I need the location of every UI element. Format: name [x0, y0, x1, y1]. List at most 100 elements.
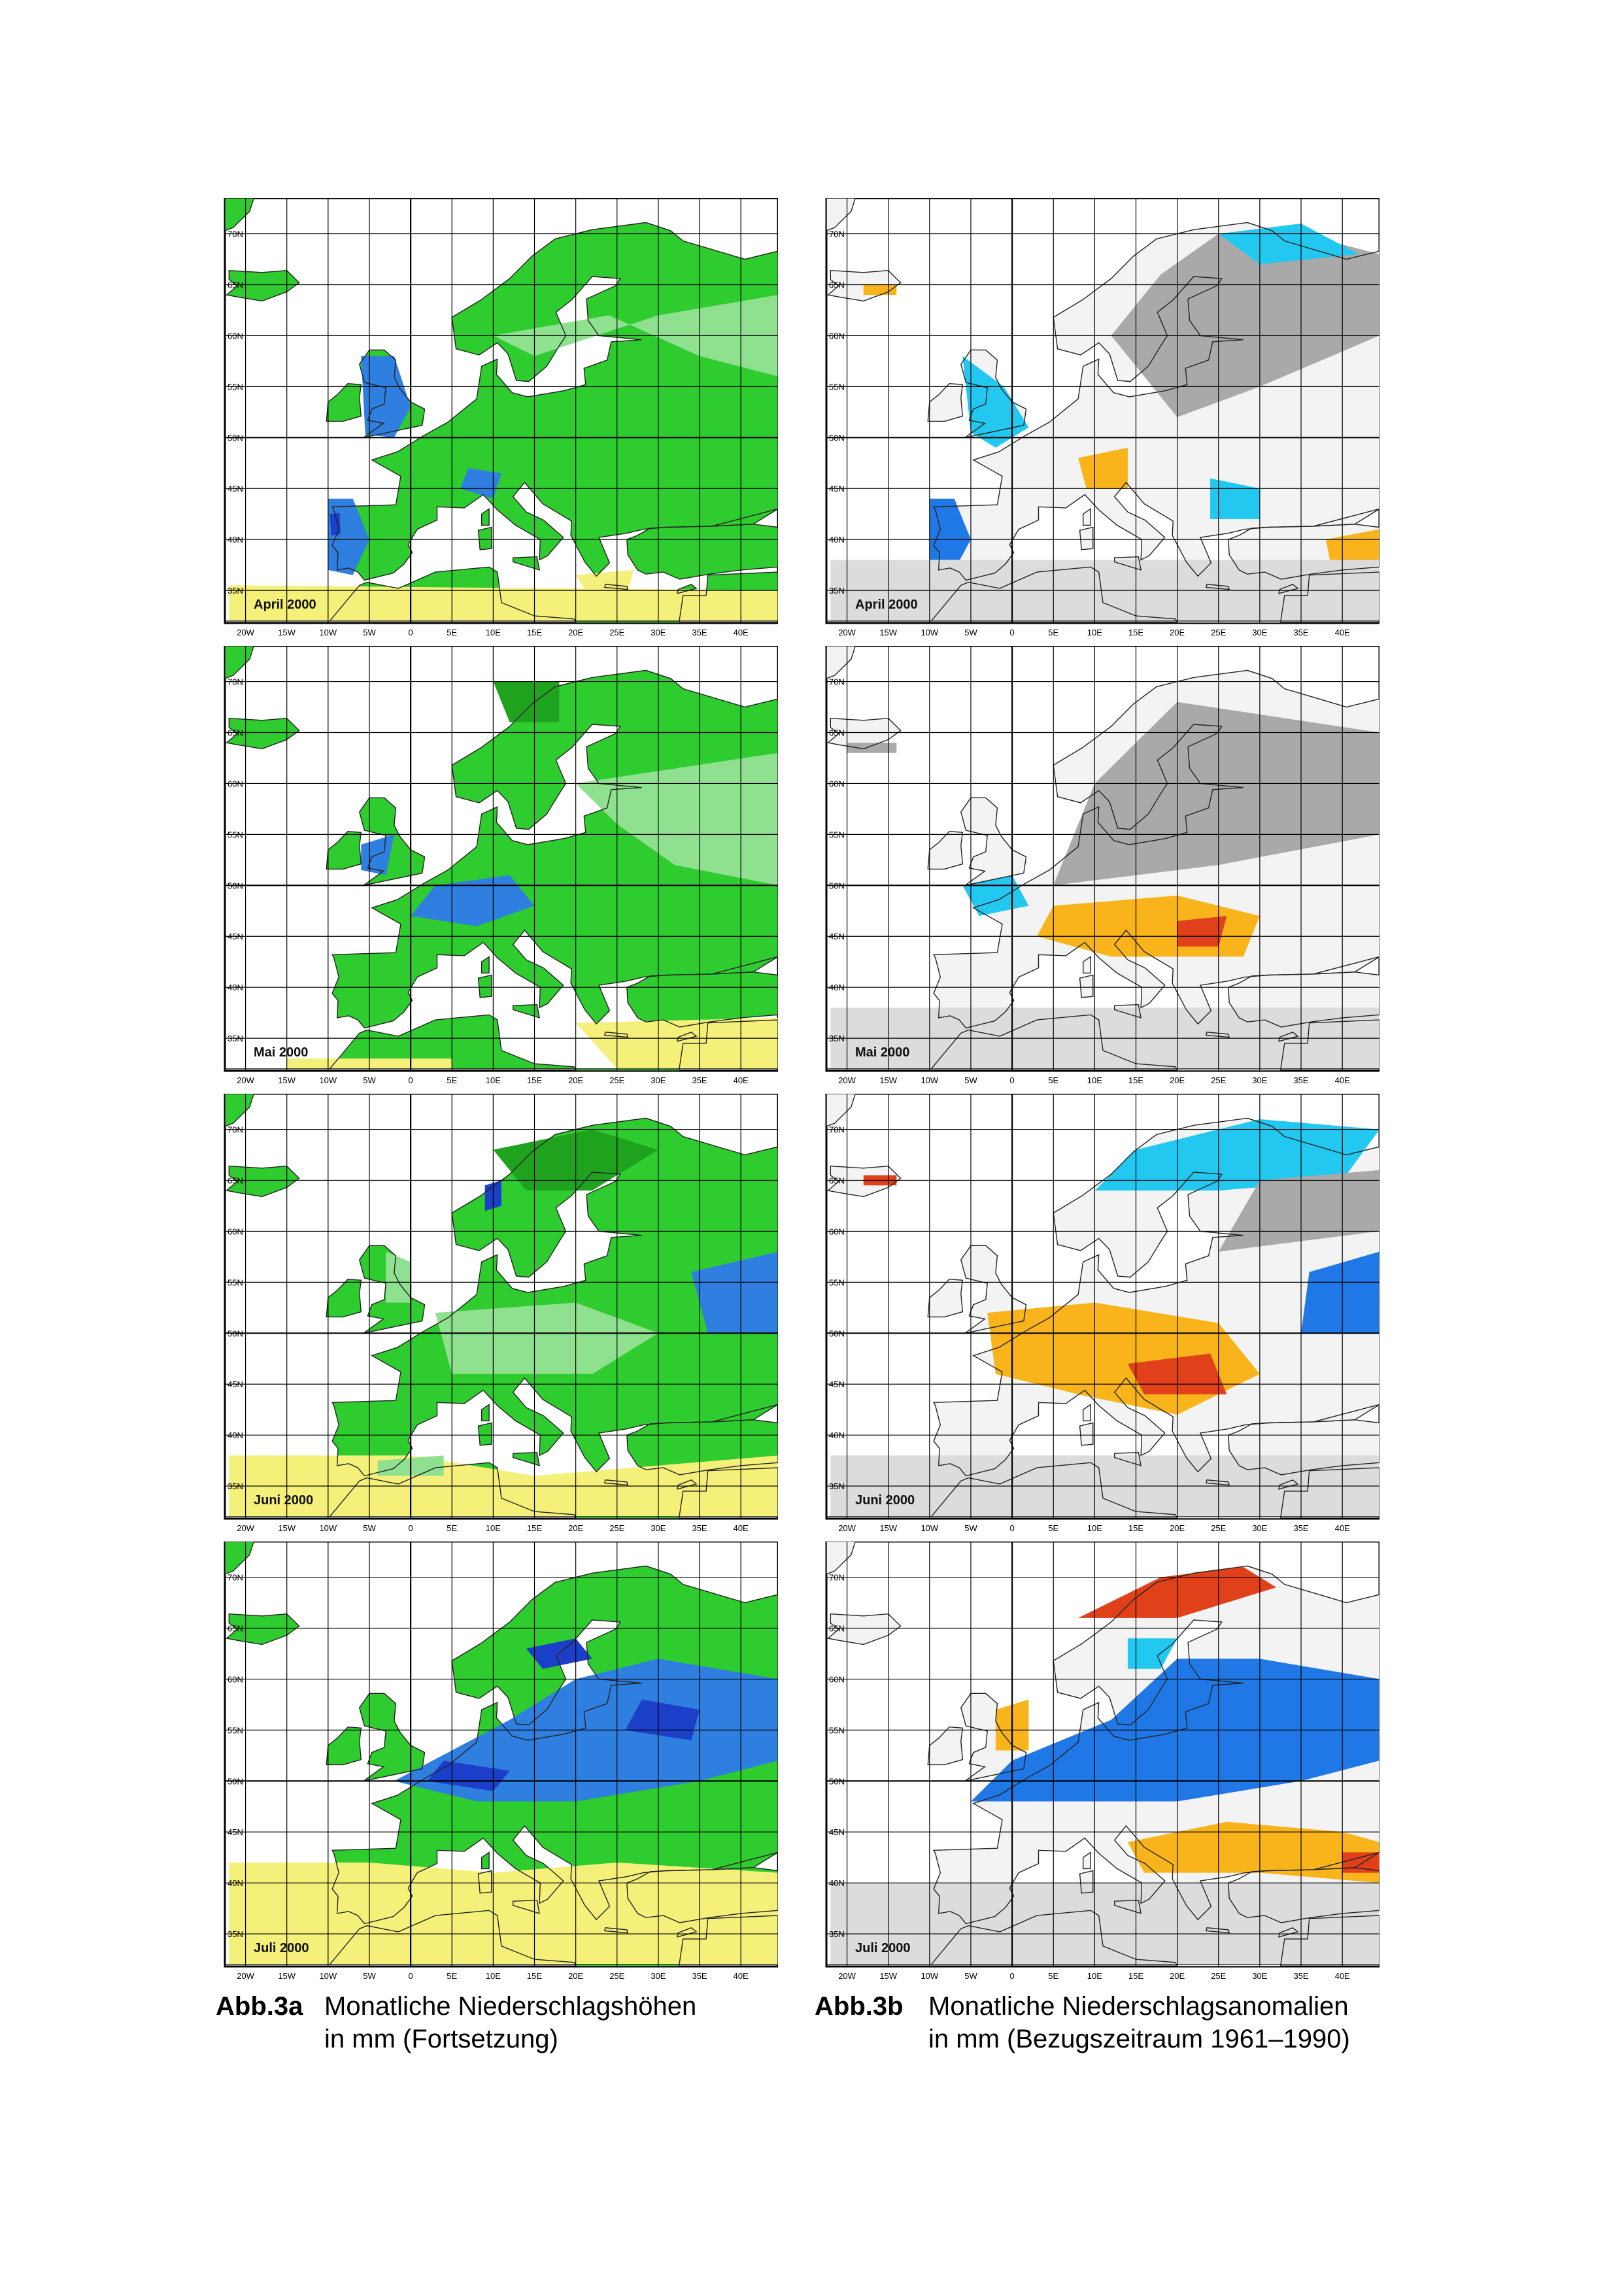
coastline	[1114, 556, 1142, 571]
lat-tick-label: 35N	[829, 1034, 845, 1043]
lon-tick-label: 30E	[651, 1075, 666, 1085]
lon-tick-label: 0	[408, 628, 413, 637]
lat-tick-label: 60N	[228, 1674, 243, 1684]
lon-tick-label: 10E	[486, 1075, 501, 1085]
month-label: Juni 2000	[254, 1493, 313, 1508]
coastline	[326, 1726, 362, 1766]
lon-tick-label: 15W	[278, 1075, 296, 1085]
lat-tick-label: 45N	[829, 484, 845, 494]
lon-tick-label: 20W	[838, 628, 856, 637]
lat-tick-label: 35N	[829, 1481, 845, 1491]
land-tint	[960, 1693, 1026, 1781]
lat-tick-label: 60N	[228, 779, 243, 788]
land-tint	[960, 798, 1026, 886]
lat-tick-label: 65N	[829, 728, 845, 737]
lat-tick-label: 40N	[829, 535, 845, 545]
value-patch	[1127, 1821, 1379, 1883]
lon-tick-label: 20E	[568, 1523, 583, 1533]
map-panel-precip-mai: 70N 65N 60N 55N 50N 45N 40N 35N 20W 15W 10W 5W 0 5E 10…	[218, 646, 778, 1088]
land-area	[478, 1423, 492, 1445]
coastline	[1079, 1422, 1094, 1446]
coastline	[1083, 956, 1091, 974]
coastline	[225, 646, 254, 679]
month-label: Mai 2000	[855, 1045, 909, 1060]
lon-tick-label: 15W	[278, 628, 296, 637]
lon-tick-label: 0	[1009, 1971, 1014, 1981]
land-area	[326, 1279, 362, 1317]
lon-tick-label: 40E	[734, 628, 749, 637]
lon-tick-label: 15W	[879, 1075, 897, 1085]
map-panel-precip-april: 70N 65N 60N 55N 50N 45N 40N 35N 20W 15W 10W 5W 0 5E 10…	[218, 198, 778, 640]
lon-tick-label: 10E	[486, 1523, 501, 1533]
lat-tick-label: 65N	[228, 1623, 243, 1633]
lat-tick-label: 70N	[829, 677, 845, 687]
coastline	[826, 646, 856, 679]
value-patch	[691, 1251, 778, 1334]
lon-tick-label: 35E	[692, 628, 707, 637]
land-area	[828, 1613, 901, 1645]
lon-tick-label: 5E	[1048, 1075, 1058, 1085]
land-area	[332, 222, 778, 581]
coastline	[1114, 1451, 1142, 1466]
lon-tick-label: 15W	[879, 628, 897, 637]
lon-tick-label: 5W	[363, 628, 376, 637]
map-layers	[225, 198, 778, 623]
coastline	[225, 1094, 254, 1127]
lat-tick-label: 50N	[829, 1328, 845, 1338]
lon-tick-label: 5E	[1048, 1523, 1058, 1533]
lat-tick-label: 65N	[228, 280, 243, 290]
lon-tick-label: 30E	[1252, 1971, 1267, 1981]
lon-tick-label: 35E	[692, 1075, 707, 1085]
land-tint	[826, 646, 856, 679]
lon-tick-label: 5E	[1048, 628, 1058, 637]
lat-tick-label: 70N	[829, 1125, 845, 1135]
month-label: April 2000	[254, 598, 316, 612]
lat-tick-label: 50N	[228, 1776, 243, 1786]
lon-tick-label: 5E	[447, 1971, 457, 1981]
lon-tick-label: 20E	[568, 1971, 583, 1981]
lon-tick-label: 15W	[278, 1523, 296, 1533]
land-area	[326, 1727, 362, 1765]
coastline	[603, 1479, 629, 1486]
land-area	[826, 1094, 856, 1126]
lon-tick-label: 30E	[651, 628, 666, 637]
land-area	[326, 831, 362, 869]
lon-tick-label: 10W	[319, 1075, 337, 1085]
lon-tick-label: 5E	[1048, 1971, 1058, 1981]
coastline	[932, 1117, 1379, 1477]
lat-tick-label: 55N	[829, 1725, 845, 1735]
coastline	[477, 1422, 492, 1446]
coastline	[927, 1726, 964, 1766]
lon-tick-label: 15W	[879, 1523, 897, 1533]
lon-tick-label: 5W	[964, 1075, 977, 1085]
lon-tick-label: 0	[1009, 628, 1014, 637]
map-anomaly-mai: 70N 65N 60N 55N 50N 45N 40N 35N 20W 15W 10W 5W 0 5E 10…	[825, 646, 1379, 1085]
map-layers	[826, 198, 1379, 623]
lat-tick-label: 55N	[228, 1277, 243, 1287]
lon-tick-label: 5W	[964, 1971, 977, 1981]
value-patch	[1301, 1251, 1379, 1334]
lon-tick-label: 15E	[527, 1971, 542, 1981]
lat-tick-label: 50N	[829, 1776, 845, 1786]
land-tint	[826, 198, 856, 231]
land-area	[226, 718, 299, 749]
lat-tick-label: 50N	[228, 1328, 243, 1338]
lon-tick-label: 40E	[1335, 1075, 1350, 1085]
lat-tick-label: 40N	[228, 1878, 243, 1888]
coastline	[1079, 974, 1094, 998]
land-tint	[826, 1094, 856, 1126]
lat-tick-label: 55N	[829, 382, 845, 392]
coastline	[1205, 1032, 1230, 1038]
lon-tick-label: 25E	[1211, 628, 1226, 637]
lon-tick-label: 10W	[921, 1523, 938, 1533]
coastline	[225, 1462, 778, 1519]
lat-tick-label: 45N	[829, 1379, 845, 1389]
land-area	[928, 383, 963, 422]
map-precip-juni: 70N 65N 60N 55N 50N 45N 40N 35N 20W 15W 10W 5W 0 5E 10…	[224, 1094, 778, 1533]
lat-tick-label: 40N	[829, 983, 845, 992]
month-label: Juli 2000	[855, 1941, 911, 1955]
lon-tick-label: 35E	[1293, 1523, 1308, 1533]
coastline	[331, 669, 778, 1029]
lon-tick-label: 40E	[1335, 1523, 1350, 1533]
lon-tick-label: 10W	[921, 1075, 938, 1085]
